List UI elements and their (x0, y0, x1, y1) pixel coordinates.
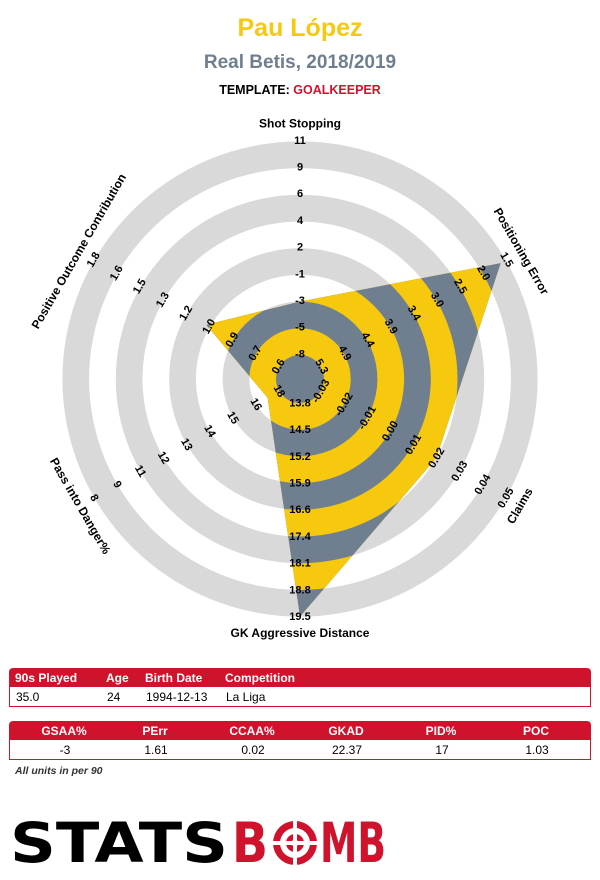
value-competition: La Liga (226, 690, 266, 704)
radar-tick-label: 13.8 (289, 397, 310, 409)
radar-tick-label: 18.8 (289, 584, 310, 596)
radar-axis-title: GK Aggressive Distance (231, 626, 370, 640)
radar-tick-label: 19.5 (289, 611, 310, 623)
info-table: 90s Played Age Birth Date Competition 35… (9, 668, 591, 707)
logo-mb: MB (320, 811, 386, 874)
radar-tick-label: 9 (297, 162, 303, 174)
radar-tick-label: 6 (297, 188, 303, 200)
radar-tick-label: 15.9 (289, 478, 310, 490)
radar-tick-label: 11 (132, 463, 148, 479)
info-table-header: 90s Played Age Birth Date Competition (9, 668, 591, 687)
radar-tick-label: 16.6 (289, 504, 310, 516)
header-age: Age (106, 671, 129, 685)
stats-table-header: GSAA% PErr CCAA% GKAD PID% POC (9, 721, 591, 740)
radar-tick-label: -1 (295, 268, 305, 280)
header-birth-date: Birth Date (145, 671, 203, 685)
value-age: 24 (107, 690, 121, 704)
template-line: TEMPLATE: GOALKEEPER (0, 83, 600, 97)
header-poc: POC (522, 724, 550, 738)
team-season: Real Betis, 2018/2019 (203, 52, 397, 73)
header-90s-played: 90s Played (15, 671, 78, 685)
header-pid: PID% (425, 724, 457, 738)
value-ccaa: 0.02 (241, 743, 265, 757)
radar-tick-label: 2 (297, 242, 303, 254)
radar-tick-label: 4 (297, 215, 304, 227)
logo-b: B (232, 811, 268, 874)
value-pid: 17 (435, 743, 449, 757)
header-gkad: GKAD (328, 724, 364, 738)
value-gsaa: -3 (59, 743, 71, 757)
template-label: TEMPLATE: (219, 83, 290, 97)
radar-tick-label: 18.1 (289, 558, 310, 570)
header-perr: PErr (142, 724, 168, 738)
radar-tick-label: 9 (110, 479, 123, 490)
value-gkad: 22.37 (331, 743, 363, 757)
radar-tick-label: 8 (87, 492, 100, 503)
radar-tick-label: 11 (294, 135, 306, 147)
player-name: Pau López (237, 14, 363, 42)
stats-table-row: -3 1.61 0.02 22.37 17 1.03 (9, 740, 591, 760)
units-footnote: All units in per 90 (15, 765, 103, 777)
radar-tick-label: 15 (224, 410, 241, 427)
radar-tick-label: 14.5 (289, 424, 310, 436)
radar-tick-label: 15.2 (289, 451, 310, 463)
value-perr: 1.61 (144, 743, 168, 757)
radar-axis-title: Shot Stopping (259, 117, 341, 131)
radar-tick-label: -5 (295, 322, 305, 334)
radar-chart: -8-5-3-12469115.34.94.43.93.43.02.52.01.… (29, 117, 552, 640)
radar-tick-label: -8 (295, 348, 305, 360)
radar-tick-label: 12 (155, 450, 172, 467)
value-90s-played: 35.0 (16, 690, 40, 704)
value-birth-date: 1994-12-13 (146, 690, 208, 704)
radar-tick-label: 16 (247, 396, 264, 413)
radar-tick-label: 17.4 (289, 531, 311, 543)
radar-tick-label: -3 (295, 295, 305, 307)
header-ccaa: CCAA% (229, 724, 275, 738)
statsbomb-logo: STATS B MB (10, 811, 386, 874)
logo-stats: STATS (10, 811, 228, 874)
target-icon (268, 816, 322, 870)
stats-table: GSAA% PErr CCAA% GKAD PID% POC -3 1.61 0… (9, 721, 591, 760)
radar-tick-label: 13 (178, 436, 195, 453)
template-value: GOALKEEPER (293, 83, 381, 97)
info-table-row: 35.0 24 1994-12-13 La Liga (9, 687, 591, 707)
header-gsaa: GSAA% (41, 724, 87, 738)
value-poc: 1.03 (525, 743, 549, 757)
radar-tick-label: 18 (271, 383, 288, 400)
header-competition: Competition (225, 671, 295, 685)
